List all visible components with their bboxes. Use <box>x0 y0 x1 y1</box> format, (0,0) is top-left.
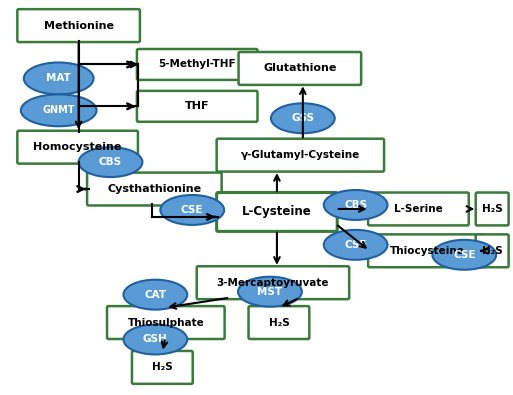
Text: Cysthathionine: Cysthathionine <box>107 184 202 194</box>
Text: H₂S: H₂S <box>482 246 503 256</box>
Text: CSE: CSE <box>181 205 204 215</box>
Text: Homocysteine: Homocysteine <box>33 142 122 152</box>
Ellipse shape <box>324 230 387 260</box>
Ellipse shape <box>124 280 187 310</box>
Text: MAT: MAT <box>46 73 71 83</box>
Text: H₂S: H₂S <box>268 318 289 327</box>
FancyBboxPatch shape <box>87 173 222 205</box>
Ellipse shape <box>78 147 143 177</box>
Ellipse shape <box>24 62 93 94</box>
Text: H₂S: H₂S <box>152 362 173 372</box>
Text: MST: MST <box>258 287 283 297</box>
FancyBboxPatch shape <box>17 131 138 164</box>
FancyBboxPatch shape <box>368 234 486 267</box>
Text: Thiosulphate: Thiosulphate <box>127 318 204 327</box>
FancyBboxPatch shape <box>368 192 469 226</box>
Text: H₂S: H₂S <box>482 204 503 214</box>
Text: L-Serine: L-Serine <box>394 204 443 214</box>
FancyBboxPatch shape <box>137 91 258 122</box>
Ellipse shape <box>124 325 187 354</box>
Text: Methionine: Methionine <box>44 21 113 30</box>
FancyBboxPatch shape <box>476 234 508 267</box>
FancyBboxPatch shape <box>476 192 508 226</box>
FancyBboxPatch shape <box>107 306 225 339</box>
Text: CSE: CSE <box>344 240 367 250</box>
Text: GSS: GSS <box>291 113 314 123</box>
Text: Glutathione: Glutathione <box>263 64 337 73</box>
Ellipse shape <box>161 195 224 225</box>
Text: Thiocysteine: Thiocysteine <box>389 246 464 256</box>
Text: GNMT: GNMT <box>43 105 75 115</box>
Text: CBS: CBS <box>99 157 122 167</box>
Text: CBS: CBS <box>344 200 367 210</box>
Ellipse shape <box>324 190 387 220</box>
Text: L-Cysteine: L-Cysteine <box>242 205 312 218</box>
FancyBboxPatch shape <box>216 192 337 231</box>
FancyBboxPatch shape <box>137 49 258 80</box>
FancyBboxPatch shape <box>196 266 349 299</box>
FancyBboxPatch shape <box>17 9 140 42</box>
Text: CSE: CSE <box>453 250 476 260</box>
FancyBboxPatch shape <box>216 139 384 171</box>
Ellipse shape <box>432 240 496 270</box>
Text: 5-Methyl-THF: 5-Methyl-THF <box>159 60 236 70</box>
Text: THF: THF <box>185 102 209 111</box>
Text: CAT: CAT <box>144 290 166 300</box>
FancyBboxPatch shape <box>132 351 193 384</box>
Text: 3-Mercaptoyruvate: 3-Mercaptoyruvate <box>216 278 329 288</box>
FancyBboxPatch shape <box>248 306 309 339</box>
Text: γ-Glutamyl-Cysteine: γ-Glutamyl-Cysteine <box>241 150 360 160</box>
FancyBboxPatch shape <box>239 52 361 85</box>
Ellipse shape <box>238 277 302 307</box>
Ellipse shape <box>271 103 334 133</box>
Text: GSH: GSH <box>143 335 168 344</box>
Ellipse shape <box>21 94 96 126</box>
